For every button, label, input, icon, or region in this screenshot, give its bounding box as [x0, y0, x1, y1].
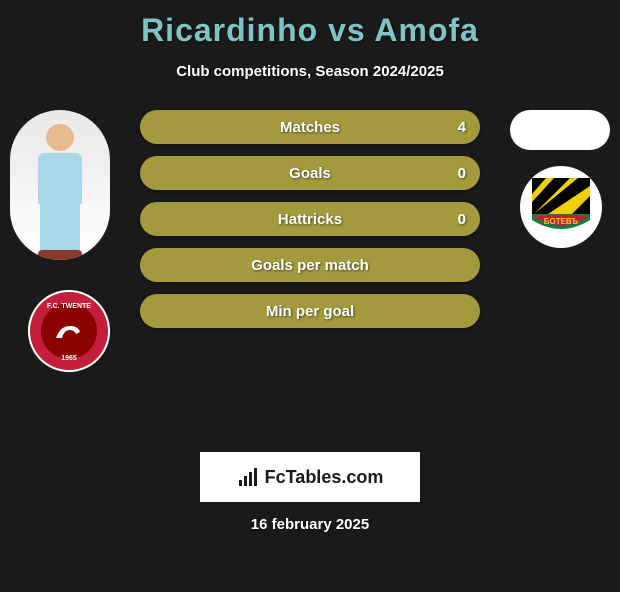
- stats-column: Matches 4 Goals 0 Hattricks 0 Goals per …: [140, 110, 480, 340]
- svg-text:БОТЕВЪ: БОТЕВЪ: [544, 217, 579, 226]
- stat-label: Min per goal: [266, 303, 354, 320]
- subtitle: Club competitions, Season 2024/2025: [0, 63, 620, 80]
- club-badge-right: БОТЕВЪ: [520, 166, 602, 248]
- stat-min-per-goal: Min per goal: [140, 294, 480, 328]
- avatar-head: [46, 124, 74, 151]
- stat-goals: Goals 0: [140, 156, 480, 190]
- club-badge-left: F.C. TWENTE 1965: [28, 290, 110, 372]
- avatar-feet: [38, 250, 82, 260]
- stat-label: Hattricks: [278, 211, 342, 228]
- svg-text:F.C. TWENTE: F.C. TWENTE: [47, 303, 91, 310]
- player-right-avatar: [510, 110, 610, 150]
- svg-text:1965: 1965: [61, 355, 77, 362]
- content-area: F.C. TWENTE 1965 БОТЕВЪ Matches 4 Goals …: [0, 110, 620, 410]
- page-title: Ricardinho vs Amofa: [0, 12, 620, 49]
- stat-hattricks: Hattricks 0: [140, 202, 480, 236]
- stat-label: Goals per match: [251, 257, 369, 274]
- avatar-legs: [40, 204, 80, 251]
- stat-matches: Matches 4: [140, 110, 480, 144]
- twente-badge-icon: F.C. TWENTE 1965: [28, 290, 110, 372]
- stat-goals-per-match: Goals per match: [140, 248, 480, 282]
- botev-badge-icon: БОТЕВЪ: [520, 166, 602, 248]
- player-left-avatar: [10, 110, 110, 260]
- stat-value: 0: [458, 211, 466, 228]
- date-text: 16 february 2025: [0, 516, 620, 533]
- avatar-figure: [10, 110, 110, 260]
- avatar-torso: [38, 153, 82, 204]
- fctables-logo: FcTables.com: [200, 452, 420, 502]
- stat-value: 4: [458, 119, 466, 136]
- logo-text: FcTables.com: [265, 467, 384, 488]
- stat-label: Goals: [289, 165, 331, 182]
- stat-label: Matches: [280, 119, 340, 136]
- chart-icon: [237, 466, 259, 488]
- stat-value: 0: [458, 165, 466, 182]
